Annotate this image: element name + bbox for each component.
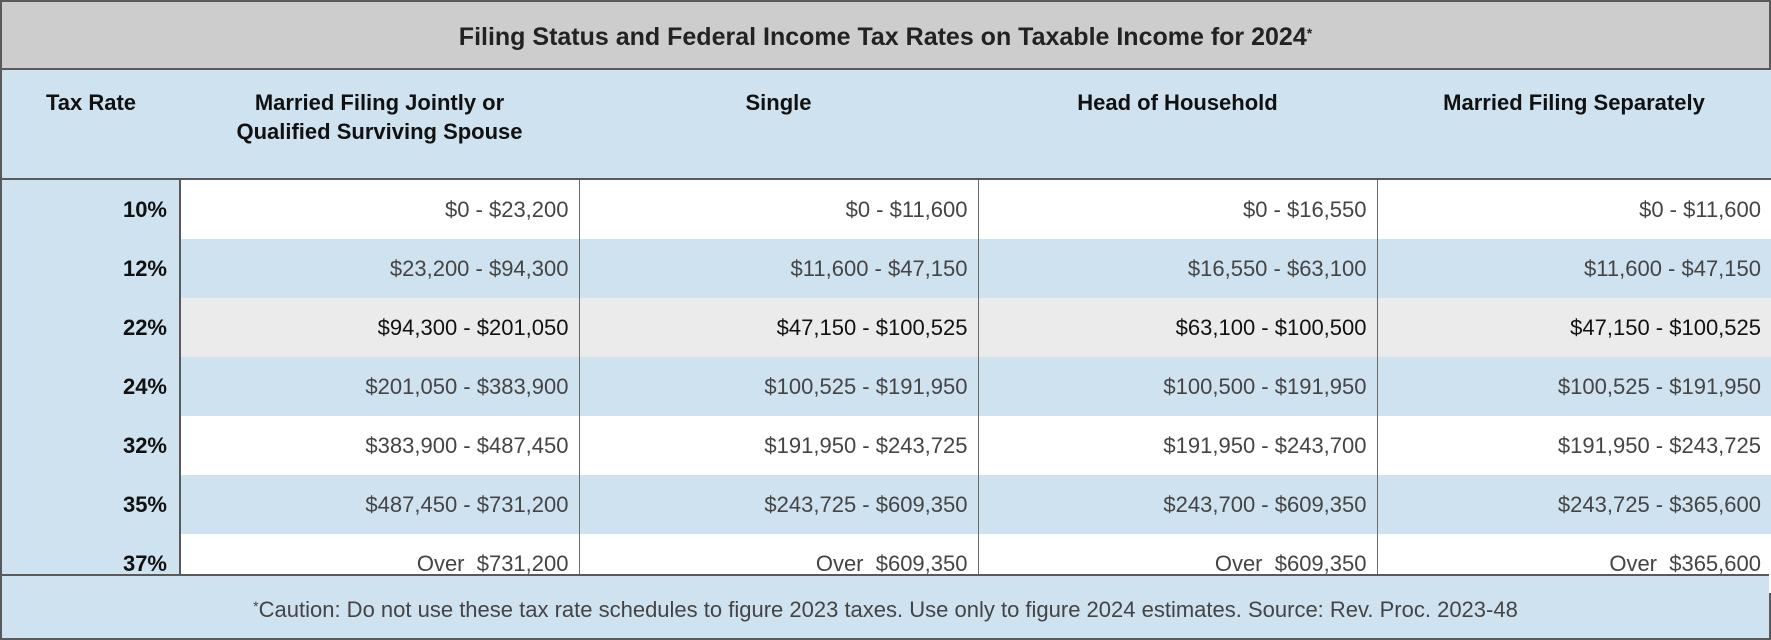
table-row: 35% $487,450 - $731,200 $243,725 - $609,35… [2, 475, 1771, 534]
head-of-household-cell: $243,700 - $609,350 [977, 475, 1377, 534]
single-cell: $0 - $11,600 [578, 179, 978, 239]
tax-rate-cell: 32% [2, 416, 181, 475]
header-row: Tax Rate Married Filing Jointly or Quali… [2, 70, 1771, 180]
tax-rate-cell: 10% [2, 179, 181, 239]
head-of-household-cell: $16,550 - $63,100 [977, 239, 1377, 298]
head-of-household-cell: $191,950 - $243,700 [977, 416, 1377, 475]
head-of-household-cell: $100,500 - $191,950 [977, 357, 1377, 416]
married-separately-cell: $11,600 - $47,150 [1376, 239, 1771, 298]
tax-rate-cell: 35% [2, 475, 181, 534]
married-jointly-cell: $383,900 - $487,450 [179, 416, 579, 475]
header-tax-rate: Tax Rate [2, 70, 180, 180]
married-separately-cell: $243,725 - $365,600 [1376, 475, 1771, 534]
header-married-separately: Married Filing Separately [1377, 70, 1771, 180]
tax-rate-cell: 22% [2, 298, 181, 357]
married-jointly-cell: $201,050 - $383,900 [179, 357, 579, 416]
footnote-marker: * [253, 598, 259, 614]
tax-rate-cell: 24% [2, 357, 181, 416]
header-head-of-household: Head of Household [978, 70, 1377, 180]
married-separately-cell: $0 - $11,600 [1376, 179, 1771, 239]
table-row: 10% $0 - $23,200 $0 - $11,600 $0 - $16,550 $… [2, 179, 1771, 239]
married-separately-cell: $191,950 - $243,725 [1376, 416, 1771, 475]
single-cell: $100,525 - $191,950 [578, 357, 978, 416]
table-row: 12% $23,200 - $94,300 $11,600 - $47,150 $16… [2, 239, 1771, 298]
table-row: 32% $383,900 - $487,450 $191,950 - $243,72… [2, 416, 1771, 475]
single-cell: $47,150 - $100,525 [578, 298, 978, 357]
table-title-text: Filing Status and Federal Income Tax Rat… [458, 22, 1307, 51]
married-separately-cell: $47,150 - $100,525 [1376, 298, 1771, 357]
head-of-household-cell: $0 - $16,550 [977, 179, 1377, 239]
married-jointly-cell: $94,300 - $201,050 [179, 298, 579, 357]
married-jointly-cell: $0 - $23,200 [179, 179, 579, 239]
tax-rate-cell: 12% [2, 239, 181, 298]
single-cell: $243,725 - $609,350 [578, 475, 978, 534]
tax-rate-table: Tax Rate Married Filing Jointly or Quali… [2, 70, 1771, 593]
table-row: 24% $201,050 - $383,900 $100,525 - $191,95… [2, 357, 1771, 416]
footnote: * Caution: Do not use these tax rate sche… [2, 574, 1769, 638]
single-cell: $11,600 - $47,150 [578, 239, 978, 298]
table-row: 22% $94,300 - $201,050 $47,150 - $100,525 $… [2, 298, 1771, 357]
table-body: 10% $0 - $23,200 $0 - $11,600 $0 - $16,550 $… [2, 179, 1771, 593]
title-footnote-marker: * [1306, 25, 1313, 41]
married-jointly-cell: $487,450 - $731,200 [179, 475, 579, 534]
head-of-household-cell: $63,100 - $100,500 [977, 298, 1377, 357]
single-cell: $191,950 - $243,725 [578, 416, 978, 475]
header-single: Single [579, 70, 978, 180]
married-separately-cell: $100,525 - $191,950 [1376, 357, 1771, 416]
footnote-text: Caution: Do not use these tax rate sched… [258, 597, 1518, 622]
header-married-jointly: Married Filing Jointly or Qualified Surv… [180, 70, 579, 180]
married-jointly-cell: $23,200 - $94,300 [179, 239, 579, 298]
table-title: Filing Status and Federal Income Tax Rat… [2, 2, 1769, 70]
